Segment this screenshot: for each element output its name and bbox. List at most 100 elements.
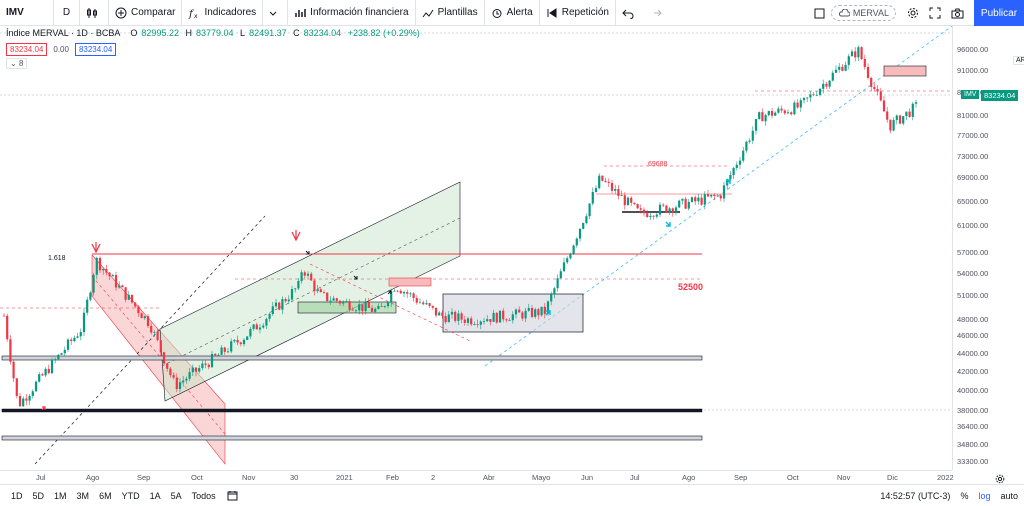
layout-toggle-button[interactable] bbox=[809, 0, 831, 26]
candle-body bbox=[329, 300, 332, 302]
indicators-collapse-button[interactable]: ⌄ 8 bbox=[6, 58, 28, 69]
candle-body bbox=[441, 312, 444, 317]
candle-body bbox=[537, 309, 540, 316]
financials-label: Información financiera bbox=[310, 7, 409, 18]
sell-price-box[interactable]: 83234.04 bbox=[6, 43, 48, 56]
candles bbox=[2, 45, 918, 408]
legend-title: Índice MERVAL · 1D · BCBA bbox=[6, 28, 120, 38]
collapse-icon: ⌄ bbox=[10, 59, 19, 68]
ohlc-o-value: 82995.22 bbox=[141, 28, 179, 38]
cyan-arrow-3 bbox=[725, 179, 731, 185]
time-tick-label: 2 bbox=[431, 473, 436, 482]
candle-body bbox=[201, 363, 204, 369]
buy-price-box[interactable]: 83234.04 bbox=[74, 43, 117, 56]
candle-body bbox=[780, 108, 783, 111]
templates-label: Plantillas bbox=[437, 7, 478, 18]
cloud-icon bbox=[838, 9, 850, 17]
range-button[interactable]: 3M bbox=[76, 490, 90, 501]
candle-body bbox=[562, 262, 566, 272]
replay-button[interactable]: Repetición bbox=[540, 0, 616, 26]
symbol-search[interactable]: IMV bbox=[0, 0, 54, 26]
price-chart[interactable]: 1.618 52500 .69688 bbox=[0, 26, 952, 470]
range-button[interactable]: 5A bbox=[170, 490, 182, 501]
log-toggle[interactable]: log bbox=[978, 491, 991, 501]
range-button[interactable]: 1A bbox=[149, 490, 161, 501]
candle-body bbox=[31, 391, 34, 396]
candle-body bbox=[434, 307, 438, 316]
range-button[interactable]: YTD bbox=[121, 490, 140, 501]
candle-body bbox=[2, 315, 6, 317]
black-arrow-2 bbox=[387, 290, 392, 295]
calendar-icon[interactable] bbox=[227, 490, 238, 501]
time-tick-label: Nov bbox=[242, 473, 256, 482]
snapshot-button[interactable] bbox=[946, 0, 968, 26]
price-tick-label: 38000.00 bbox=[957, 405, 989, 415]
redo-button[interactable] bbox=[644, 0, 672, 26]
time-tick-label: Oct bbox=[191, 473, 203, 482]
candle-body bbox=[668, 208, 671, 213]
time-tick-label: 2022 bbox=[937, 473, 954, 482]
layout-dropdown[interactable] bbox=[263, 0, 289, 26]
undo-button[interactable] bbox=[616, 0, 644, 26]
candle-body bbox=[370, 307, 374, 312]
plus-circle-icon bbox=[115, 7, 127, 18]
candle-body bbox=[828, 80, 831, 87]
candle-body bbox=[834, 69, 838, 73]
level-52500-label: 52500 bbox=[678, 282, 703, 292]
ohlc-l-label: L bbox=[240, 28, 246, 38]
candle-body bbox=[178, 382, 182, 390]
price-tick-label: 65000.00 bbox=[957, 196, 989, 206]
candle-body bbox=[553, 288, 556, 295]
range-button[interactable]: 1M bbox=[54, 490, 67, 501]
range-button[interactable]: 5D bbox=[32, 490, 45, 501]
range-button[interactable]: Todos bbox=[191, 490, 216, 501]
candle-body bbox=[495, 312, 498, 323]
currency-label[interactable]: ARS bbox=[1013, 56, 1024, 65]
auto-toggle[interactable]: auto bbox=[1000, 491, 1018, 501]
publish-button[interactable]: Publicar bbox=[974, 0, 1024, 26]
candle-body bbox=[252, 324, 255, 329]
cloud-layout-pill[interactable]: MERVAL bbox=[830, 5, 896, 21]
settings-button[interactable] bbox=[902, 0, 924, 26]
candle-body bbox=[338, 300, 342, 304]
range-button[interactable]: 6M bbox=[99, 490, 112, 501]
compare-button[interactable]: Comparar bbox=[109, 0, 183, 26]
black-arrow-1 bbox=[353, 275, 358, 280]
price-tick-label: 96000.00 bbox=[957, 44, 989, 54]
candle-body bbox=[540, 306, 543, 316]
alert-button[interactable]: Alerta bbox=[485, 0, 540, 26]
red-arrow-top-ago bbox=[91, 242, 101, 254]
templates-button[interactable]: Plantillas bbox=[416, 0, 485, 26]
clock-label[interactable]: 14:52:57 (UTC-3) bbox=[880, 491, 951, 501]
candle-body bbox=[66, 339, 70, 350]
time-tick-label: Nov bbox=[837, 473, 851, 482]
price-axis[interactable]: ARS 96000.0091000.0086000.0081000.007700… bbox=[952, 26, 1024, 470]
fullscreen-button[interactable] bbox=[924, 0, 946, 26]
interval-button[interactable]: D bbox=[54, 0, 80, 26]
candle-body bbox=[854, 51, 857, 58]
price-tick-label: 51000.00 bbox=[957, 291, 989, 301]
candle-body bbox=[6, 315, 9, 340]
candle-body bbox=[98, 257, 102, 271]
axis-settings-button[interactable] bbox=[995, 471, 1005, 489]
ohlc-change: +238.82 (+0.29%) bbox=[347, 28, 420, 38]
candles-icon bbox=[87, 7, 97, 18]
time-axis[interactable]: Jul Ago Sep Oct Nov 30 2021 Feb 2 Abr Mayo Jun Jul Ag… bbox=[0, 470, 954, 484]
range-button[interactable]: 1D bbox=[11, 490, 23, 501]
chart-type-button[interactable] bbox=[80, 0, 109, 26]
percent-toggle[interactable]: % bbox=[960, 491, 969, 501]
candle-body bbox=[665, 205, 668, 213]
red-box-nov bbox=[883, 65, 927, 77]
candle-body bbox=[482, 321, 486, 323]
candle-body bbox=[825, 83, 828, 87]
candle-body bbox=[582, 222, 585, 229]
financials-button[interactable]: Información financiera bbox=[288, 0, 416, 26]
candle-body bbox=[284, 299, 287, 302]
candle-body bbox=[127, 294, 130, 300]
cyan-arrow-2 bbox=[665, 221, 671, 227]
candle-body bbox=[601, 175, 604, 181]
candle-body bbox=[518, 309, 521, 313]
candle-body bbox=[70, 339, 73, 342]
candle-body bbox=[569, 254, 572, 259]
